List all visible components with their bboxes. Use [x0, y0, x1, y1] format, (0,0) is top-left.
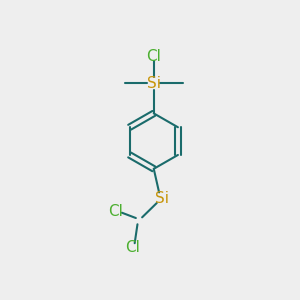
Text: Cl: Cl — [125, 240, 140, 255]
Text: Cl: Cl — [146, 49, 161, 64]
Text: Si: Si — [147, 76, 161, 91]
Text: Cl: Cl — [108, 204, 123, 219]
Text: Si: Si — [155, 191, 169, 206]
